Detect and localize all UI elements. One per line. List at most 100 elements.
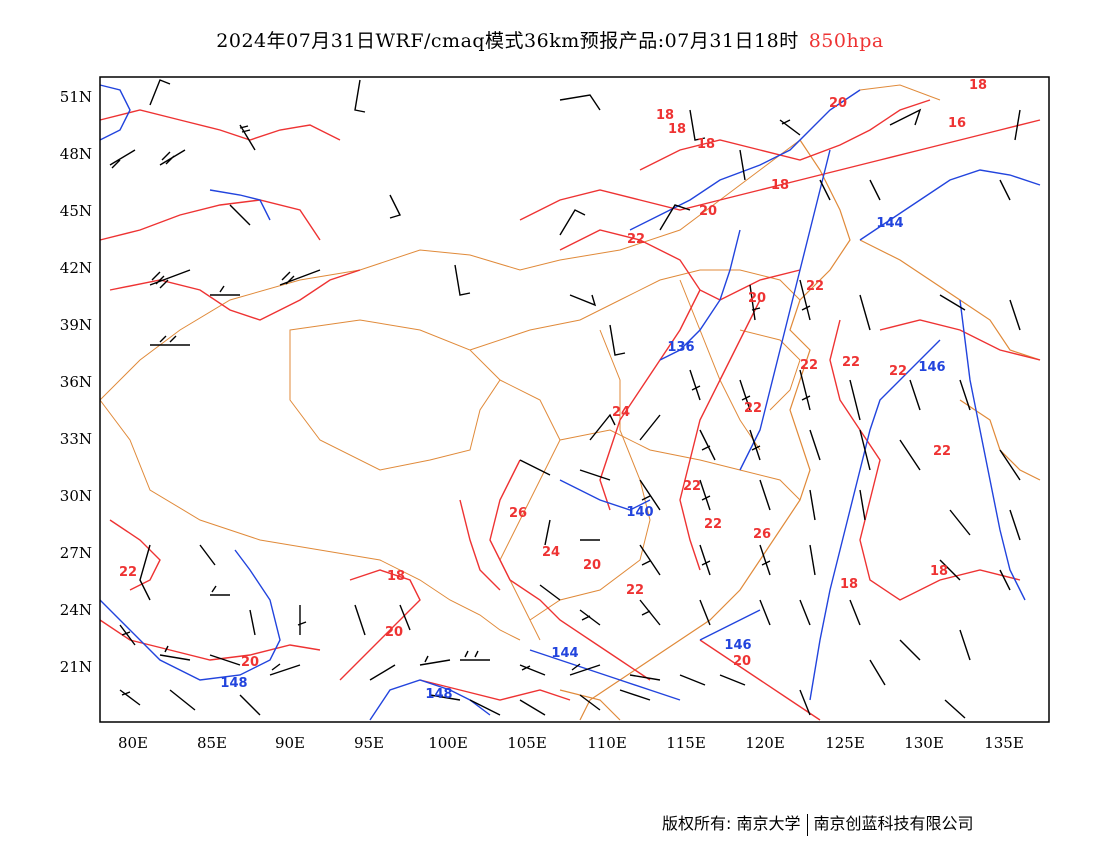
- height-contour-label: 144: [551, 646, 578, 661]
- temperature-contour-label: 22: [806, 279, 824, 294]
- lon-tick-label: 85E: [197, 734, 227, 752]
- wind-barb-icon: [210, 585, 230, 596]
- wind-barb-icon: [519, 459, 551, 476]
- temperature-contour-label: 22: [800, 358, 818, 373]
- wind-barb-icon: [619, 689, 651, 701]
- wind-barb-icon: [689, 369, 701, 401]
- wind-barb-icon: [1014, 109, 1021, 141]
- wind-barb-icon: [809, 429, 821, 461]
- wind-barb-icon: [149, 79, 171, 106]
- temperature-contour-label: 26: [753, 527, 771, 542]
- temperature-contour-label: 22: [744, 401, 762, 416]
- wind-barb-icon: [559, 209, 586, 236]
- lon-tick-label: 100E: [428, 734, 468, 752]
- temperature-contour-label: 18: [668, 122, 686, 137]
- wind-barb-icon: [249, 609, 256, 636]
- wind-barb-icon: [539, 584, 561, 601]
- wind-barb-icon: [759, 479, 771, 511]
- lon-tick-label: 115E: [666, 734, 706, 752]
- wind-barb-icon: [909, 379, 921, 411]
- wind-barb-icon: [544, 519, 551, 546]
- temperature-contour-label: 22: [704, 517, 722, 532]
- temperature-contour-label: 20: [699, 204, 717, 219]
- wind-barb-icon: [719, 674, 746, 686]
- longitude-axis: 80E 85E 90E 95E 100E 105E 110E 115E 120E 125E 130E…: [118, 734, 1024, 752]
- wind-barb-icon: [859, 489, 866, 521]
- wind-barb-icon: [399, 604, 411, 631]
- temperature-contour-label: 16: [948, 116, 966, 131]
- wind-barb-icon: [699, 479, 711, 511]
- wind-barb-icon: [460, 650, 490, 661]
- wind-barb-icon: [659, 204, 691, 231]
- wind-barb-icon: [699, 429, 716, 461]
- lon-tick-label: 120E: [745, 734, 785, 752]
- wind-barb-icon: [159, 149, 186, 166]
- wind-barb-icon: [939, 559, 961, 581]
- lat-tick-label: 45N: [60, 202, 92, 220]
- temperature-contour-label: 18: [771, 178, 789, 193]
- lon-tick-label: 130E: [904, 734, 944, 752]
- lat-tick-label: 48N: [60, 145, 92, 163]
- lat-tick-label: 33N: [60, 430, 92, 448]
- temperature-contour-label: 18: [969, 78, 987, 93]
- wind-barb-icon: [209, 654, 241, 666]
- lon-tick-label: 135E: [984, 734, 1024, 752]
- title-main: 2024年07月31日WRF/cmaq模式36km预报产品:07月31日18时: [216, 30, 799, 52]
- wind-barb-icon: [699, 544, 711, 576]
- wind-barb-icon: [999, 449, 1021, 481]
- wind-barb-icon: [239, 124, 256, 151]
- credits-owner-label: 版权所有:: [662, 814, 732, 833]
- wind-barb-icon: [469, 699, 501, 716]
- temperature-contour-label: 20: [733, 654, 751, 669]
- wind-barb-icon: [999, 179, 1011, 201]
- wind-barb-icon: [519, 699, 546, 716]
- wind-barb-icon: [959, 379, 971, 411]
- temperature-contour-label: 22: [626, 583, 644, 598]
- temperature-contour-label: 20: [385, 625, 403, 640]
- wind-barb-icon: [749, 429, 761, 461]
- wind-barb-icon: [799, 279, 811, 321]
- temperature-contour-label: 22: [889, 364, 907, 379]
- height-contour-label: 144: [876, 216, 903, 231]
- wind-barb-icon: [944, 699, 966, 719]
- wind-barb-icon: [779, 119, 801, 136]
- temperature-contour-label: 24: [542, 545, 560, 560]
- lat-tick-label: 51N: [60, 88, 92, 106]
- lon-tick-label: 80E: [118, 734, 148, 752]
- lon-tick-label: 125E: [825, 734, 865, 752]
- lat-tick-label: 21N: [60, 658, 92, 676]
- wind-barb-icon: [199, 544, 216, 566]
- map-frame: [99, 76, 1050, 723]
- wind-barb-icon: [759, 599, 771, 626]
- temperature-contour-label: 22: [933, 444, 951, 459]
- wind-barbs: [109, 79, 1021, 719]
- wind-barb-icon: [869, 179, 881, 201]
- credits: 版权所有: 南京大学 南京创蓝科技有限公司: [662, 810, 974, 836]
- temperature-contour-label: 18: [387, 569, 405, 584]
- wind-barb-icon: [1009, 299, 1021, 331]
- lat-tick-label: 42N: [60, 259, 92, 277]
- wind-barb-icon: [759, 544, 771, 576]
- credits-separator: [806, 813, 808, 836]
- title-level: 850hpa: [808, 30, 884, 52]
- temperature-contour-label: 20: [748, 291, 766, 306]
- wind-barb-icon: [849, 379, 861, 421]
- temperature-contours: [99, 99, 1041, 721]
- height-contour-label: 146: [724, 638, 751, 653]
- wind-barb-icon: [210, 285, 240, 296]
- lat-tick-label: 39N: [60, 316, 92, 334]
- wind-barb-icon: [354, 79, 366, 113]
- temperature-contour-label: 18: [697, 137, 715, 152]
- lat-tick-label: 36N: [60, 373, 92, 391]
- wind-barb-icon: [297, 605, 307, 635]
- wind-barb-icon: [579, 694, 601, 711]
- credits-org-nju: 南京大学: [736, 814, 801, 833]
- temperature-contour-label: 22: [119, 565, 137, 580]
- wind-barb-icon: [109, 149, 136, 169]
- temperature-contour-label: 20: [583, 558, 601, 573]
- temperature-contour-label: 22: [842, 355, 860, 370]
- wind-barb-icon: [859, 429, 871, 471]
- wind-barb-icon: [119, 689, 141, 706]
- wind-barb-icon: [150, 335, 190, 346]
- wind-barb-icon: [569, 294, 597, 307]
